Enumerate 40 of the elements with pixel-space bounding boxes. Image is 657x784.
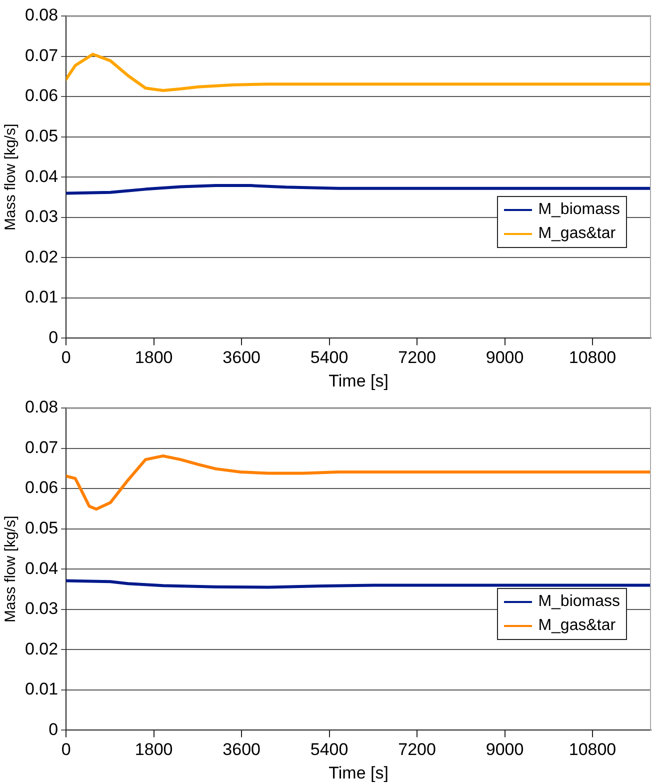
x-tick-label: 7200 bbox=[398, 348, 436, 368]
legend-label: M_biomass bbox=[538, 592, 620, 612]
y-tick-label: 0 bbox=[48, 328, 58, 347]
x-axis-title: Time [s] bbox=[328, 371, 388, 390]
x-tick-label: 3600 bbox=[222, 740, 260, 760]
x-tick-label: 0 bbox=[61, 348, 71, 368]
x-tick-label: 1800 bbox=[134, 740, 173, 760]
x-tick-label: 0 bbox=[61, 740, 71, 760]
legend-label: M_biomass bbox=[538, 200, 620, 220]
y-tick-label: 0.06 bbox=[24, 478, 58, 498]
y-tick-label: 0.04 bbox=[24, 166, 58, 186]
y-tick-label: 0.04 bbox=[24, 558, 58, 578]
x-tick-label: 1800 bbox=[134, 348, 173, 368]
x-tick-label: 9000 bbox=[486, 348, 524, 368]
y-tick-label: 0.08 bbox=[24, 398, 58, 417]
x-tick-label: 7200 bbox=[398, 740, 436, 760]
y-tick-label: 0.07 bbox=[24, 46, 58, 65]
y-tick-label: 0.08 bbox=[24, 6, 58, 25]
y-tick-label: 0 bbox=[48, 720, 58, 739]
y-tick-label: 0.01 bbox=[24, 680, 58, 699]
x-tick-label: 10800 bbox=[568, 740, 616, 760]
legend-label: M_gas&tar bbox=[538, 616, 616, 636]
y-tick-label: 0.07 bbox=[24, 438, 58, 457]
x-axis-title: Time [s] bbox=[328, 763, 388, 782]
y-axis-title: Mass flow [kg/s] bbox=[2, 124, 20, 230]
x-tick-label: 3600 bbox=[222, 348, 260, 368]
y-tick-label: 0.05 bbox=[24, 126, 58, 146]
x-tick-label: 5400 bbox=[310, 348, 348, 368]
x-tick-label: 10800 bbox=[568, 348, 616, 368]
y-tick-label: 0.02 bbox=[24, 639, 58, 658]
y-axis-title: Mass flow [kg/s] bbox=[2, 516, 20, 622]
y-tick-label: 0.03 bbox=[24, 207, 58, 226]
y-tick-label: 0.05 bbox=[24, 518, 58, 538]
x-tick-label: 9000 bbox=[486, 740, 524, 760]
y-tick-label: 0.01 bbox=[24, 288, 58, 307]
x-tick-label: 5400 bbox=[310, 740, 348, 760]
legend-label: M_gas&tar bbox=[538, 224, 616, 244]
y-tick-label: 0.03 bbox=[24, 599, 58, 618]
y-tick-label: 0.02 bbox=[24, 247, 58, 266]
y-tick-label: 0.06 bbox=[24, 86, 58, 106]
